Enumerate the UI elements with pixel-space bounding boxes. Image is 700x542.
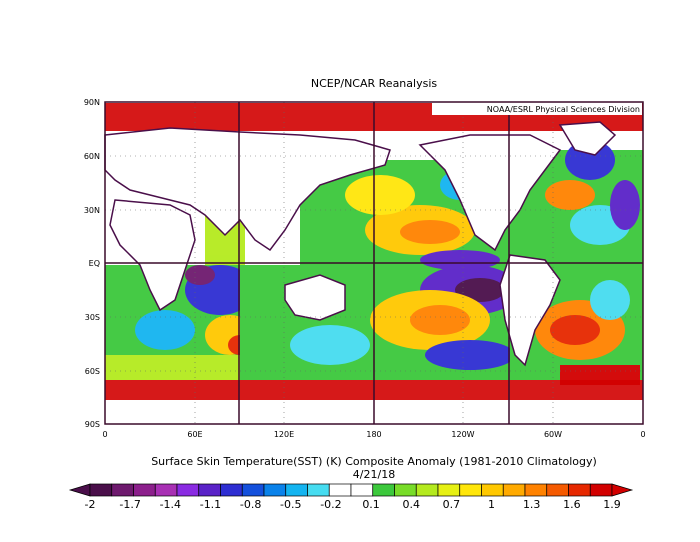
lon-label: 0 xyxy=(640,430,645,439)
colorbar-tick-label: -0.2 xyxy=(320,498,341,511)
lon-label: 60E xyxy=(187,430,202,439)
colorbar-tick-label: 0.4 xyxy=(402,498,420,511)
colorbar-tick-label: 1 xyxy=(488,498,495,511)
map-plot-area: NOAA/ESRL Physical Sciences Division xyxy=(104,101,644,425)
lon-label: 120W xyxy=(451,430,474,439)
colorbar-swatch xyxy=(198,483,221,497)
colorbar-tick-label: -1.7 xyxy=(119,498,140,511)
greenland-landmass xyxy=(558,121,617,156)
colorbar-swatch xyxy=(415,483,439,497)
lat-label: 30S xyxy=(85,313,100,322)
lat-label: 90N xyxy=(84,98,100,107)
colorbar-swatch xyxy=(437,483,461,497)
colorbar-swatch xyxy=(154,483,178,497)
colorbar-tick-label: -1.1 xyxy=(200,498,221,511)
colorbar-swatch xyxy=(481,483,504,497)
reference-lines xyxy=(105,102,643,424)
colorbar-swatch xyxy=(111,483,134,497)
colorbar-tick-label: -1.4 xyxy=(160,498,181,511)
colorbar-tick-label: 1.3 xyxy=(523,498,541,511)
lat-label: EQ xyxy=(89,259,100,268)
colorbar-swatch xyxy=(459,483,482,497)
colorbar-tick-label: -0.8 xyxy=(240,498,261,511)
colorbar-swatch xyxy=(328,483,352,497)
colorbar-swatch xyxy=(89,483,113,497)
colorbar-swatch xyxy=(220,483,243,497)
colorbar-swatch xyxy=(133,483,156,497)
lon-label: 0 xyxy=(102,430,107,439)
colorbar: -2 -1.7 -1.4 -1.1 -0.8 -0.5 -0.2 0.1 0.4 0.7 1 1.3 1… xyxy=(68,483,634,511)
colorbar-swatch xyxy=(285,483,308,497)
ocean-anomaly-field xyxy=(105,140,643,385)
colorbar-swatch xyxy=(263,483,287,497)
lat-label: 30N xyxy=(84,206,100,215)
map-frame xyxy=(104,101,644,425)
colorbar-swatch xyxy=(524,483,548,497)
colorbar-swatch xyxy=(176,483,200,497)
lon-label: 60W xyxy=(544,430,562,439)
colorbar-swatch xyxy=(394,483,417,497)
credit-text: NOAA/ESRL Physical Sciences Division xyxy=(487,105,640,114)
colorbar-max-arrow xyxy=(611,483,634,497)
colorbar-tick-label: -2 xyxy=(85,498,96,511)
colorbar-min-arrow xyxy=(68,483,91,497)
colorbar-swatch xyxy=(502,483,526,497)
lat-label: 60N xyxy=(84,152,100,161)
eurasia-landmass xyxy=(104,127,391,252)
africa-landmass xyxy=(109,199,196,312)
colorbar-swatch xyxy=(372,483,395,497)
colorbar-tick-label: 1.6 xyxy=(563,498,581,511)
south-america-landmass xyxy=(499,254,561,367)
australia-landmass xyxy=(284,274,346,321)
lat-label: 90S xyxy=(85,420,100,429)
colorbar-tick-label: 1.9 xyxy=(603,498,621,511)
colorbar-swatch xyxy=(589,483,613,497)
figure-title: NCEP/NCAR Reanalysis xyxy=(311,77,437,90)
colorbar-swatch xyxy=(350,483,374,497)
lon-axis: 0 60E 120E 180 120W 60W 0 xyxy=(102,430,645,439)
colorbar-swatch xyxy=(241,483,265,497)
credit-box xyxy=(432,102,642,115)
colorbar-tick-label: 0.1 xyxy=(362,498,380,511)
lat-axis: 90N 60N 30N EQ 30S 60S 90S xyxy=(84,98,100,429)
colorbar-tick-label: -0.5 xyxy=(280,498,301,511)
colorbar-swatch xyxy=(546,483,569,497)
colorbar-tick-label: 0.7 xyxy=(443,498,461,511)
colorbar-swatch xyxy=(568,483,591,497)
lon-label: 180 xyxy=(366,430,381,439)
caption-line-2: 4/21/18 xyxy=(353,468,395,481)
lon-label: 120E xyxy=(274,430,294,439)
lat-label: 60S xyxy=(85,367,100,376)
caption-line-1: Surface Skin Temperature(SST) (K) Compos… xyxy=(151,455,597,468)
colorbar-swatch xyxy=(307,483,330,497)
